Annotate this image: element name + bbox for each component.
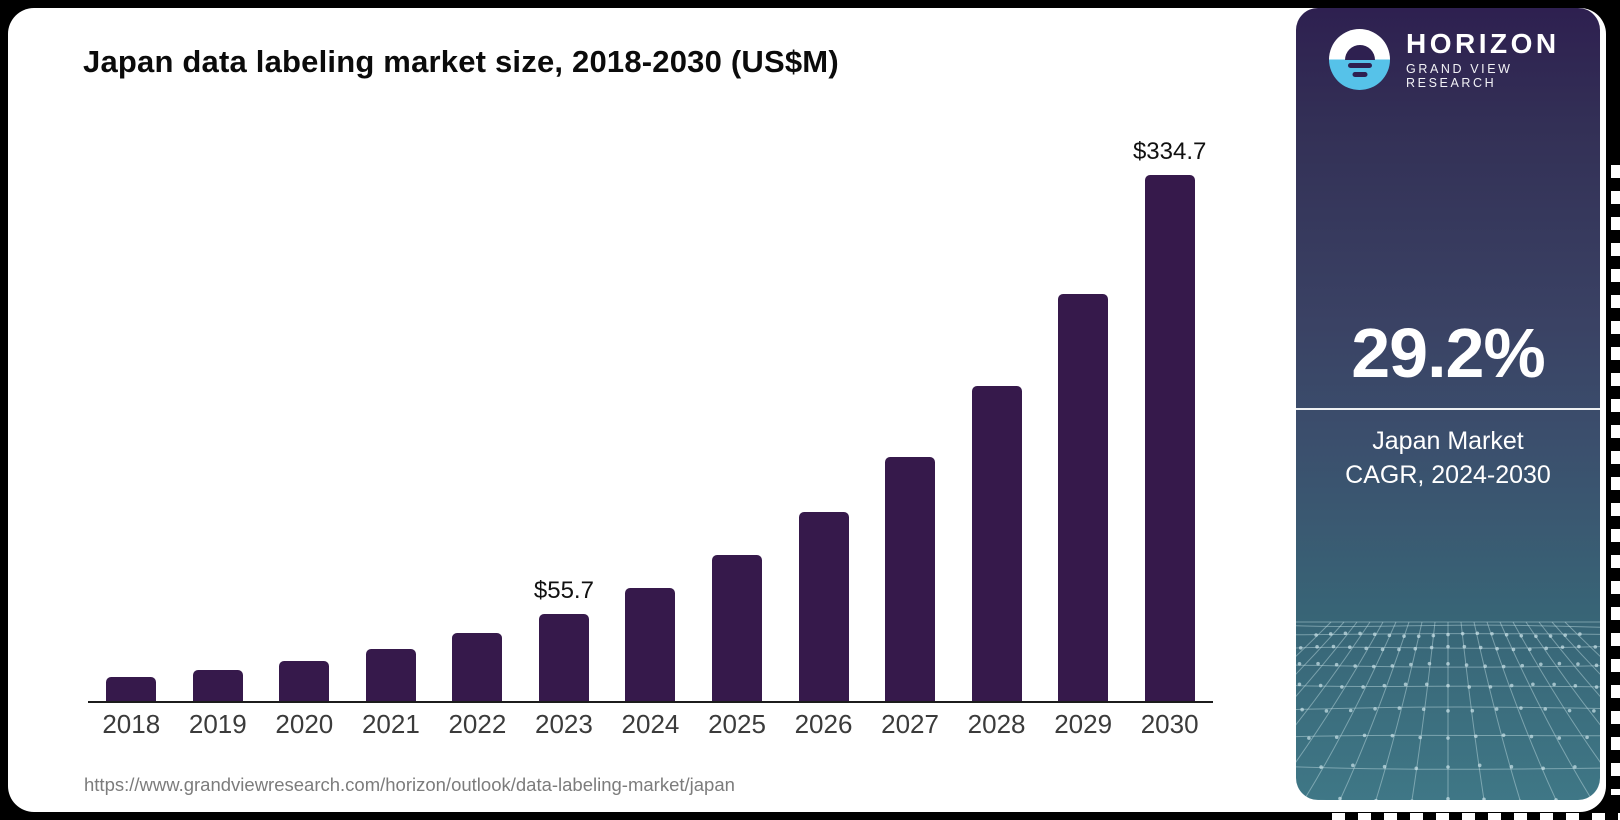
x-tick-2023: 2023 bbox=[535, 709, 593, 739]
x-tick-2028: 2028 bbox=[967, 709, 1026, 739]
brand-name: HORIZON bbox=[1406, 28, 1560, 59]
bar-column-2019 bbox=[175, 138, 262, 701]
bar-column-2028 bbox=[953, 138, 1040, 701]
bar-column-2026 bbox=[780, 138, 867, 701]
sun-reflection-bar bbox=[1347, 63, 1372, 69]
bar-2019 bbox=[192, 669, 243, 701]
bar-2026 bbox=[798, 512, 849, 701]
x-tick-2019: 2019 bbox=[188, 709, 247, 739]
sun-reflection-bar bbox=[1352, 72, 1367, 78]
bar-2030 bbox=[1144, 175, 1195, 701]
chart-title: Japan data labeling market size, 2018-20… bbox=[83, 44, 839, 79]
bar-column-2029 bbox=[1040, 138, 1127, 701]
bar-column-2024 bbox=[607, 138, 694, 701]
decorative-dashes-bottom bbox=[1332, 813, 1620, 820]
x-tick-2027: 2027 bbox=[881, 709, 939, 739]
bar-2027 bbox=[885, 457, 936, 701]
x-axis-labels: 2018 2019 2020 2021 2022 2023 2024 2025 2026 2027… bbox=[88, 709, 1213, 740]
bar-2020 bbox=[279, 660, 330, 701]
bar-2029 bbox=[1058, 293, 1109, 701]
bar-2024 bbox=[625, 587, 676, 701]
plot-area: $55.7 $334.7 bbox=[88, 138, 1213, 701]
brand-subtitle: GRAND VIEW RESEARCH bbox=[1406, 62, 1513, 91]
bar-value-label-2023: $55.7 bbox=[533, 576, 594, 604]
bar-column-2018 bbox=[88, 138, 175, 701]
bar-2028 bbox=[971, 385, 1022, 701]
x-tick-2025: 2025 bbox=[708, 709, 766, 739]
wireframe-mesh-decoration bbox=[1296, 621, 1600, 800]
bar-column-2027 bbox=[867, 138, 954, 701]
bar-column-2023: $55.7 bbox=[521, 138, 608, 701]
bar-column-2020 bbox=[261, 138, 348, 701]
x-tick-2021: 2021 bbox=[361, 709, 420, 739]
horizon-sun-logo-icon bbox=[1329, 29, 1390, 91]
brand-text-block: HORIZON GRAND VIEW RESEARCH bbox=[1406, 28, 1600, 91]
bar-2022 bbox=[452, 633, 503, 701]
x-tick-2029: 2029 bbox=[1054, 709, 1113, 739]
x-tick-2026: 2026 bbox=[794, 709, 853, 739]
brand-logo-row: HORIZON GRAND VIEW RESEARCH bbox=[1329, 29, 1600, 90]
cagr-value: 29.2% bbox=[1351, 314, 1545, 392]
x-tick-2018: 2018 bbox=[102, 709, 161, 739]
x-tick-2030: 2030 bbox=[1140, 709, 1199, 739]
sun-glyph bbox=[1344, 44, 1375, 60]
x-axis-line bbox=[88, 701, 1213, 703]
bar-2018 bbox=[106, 676, 157, 701]
bar-column-2021 bbox=[348, 138, 435, 701]
decorative-dashes-right bbox=[1611, 165, 1620, 795]
cagr-label-line2: CAGR, 2024-2030 bbox=[1345, 461, 1551, 489]
bar-column-2030: $334.7 bbox=[1126, 138, 1213, 701]
x-tick-2022: 2022 bbox=[448, 709, 507, 739]
source-url-link[interactable]: https://www.grandviewresearch.com/horizo… bbox=[84, 774, 735, 795]
cagr-stat-block: 29.2% Japan Market CAGR, 2024-2030 bbox=[1296, 318, 1600, 493]
bar-column-2025 bbox=[694, 138, 781, 701]
bar-value-label-2030: $334.7 bbox=[1132, 138, 1207, 165]
x-tick-2024: 2024 bbox=[621, 709, 680, 739]
bar-column-2022 bbox=[434, 138, 521, 701]
bar-2025 bbox=[711, 554, 762, 701]
brand-sidebar: HORIZON GRAND VIEW RESEARCH 29.2% Japan … bbox=[1296, 8, 1600, 800]
stat-divider bbox=[1296, 408, 1600, 410]
cagr-label-line1: Japan Market bbox=[1372, 426, 1524, 455]
x-tick-2020: 2020 bbox=[275, 709, 334, 739]
bar-2021 bbox=[365, 648, 416, 701]
bar-2023 bbox=[538, 613, 589, 701]
